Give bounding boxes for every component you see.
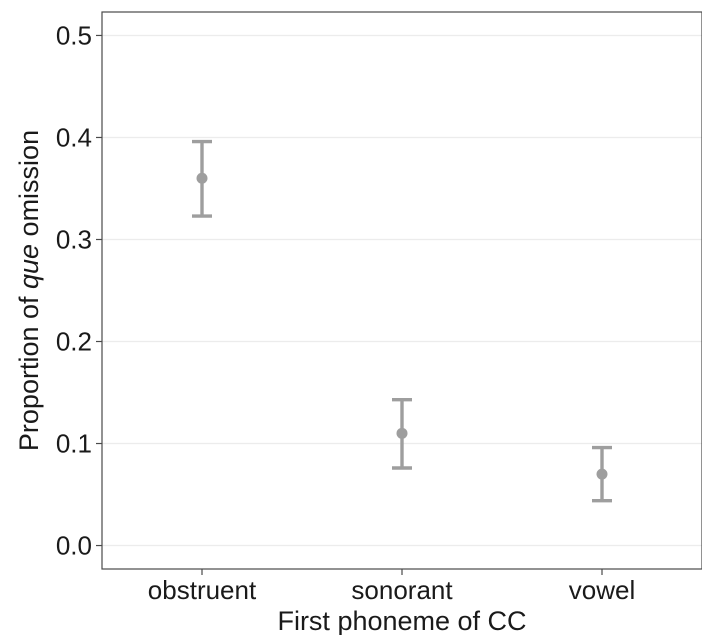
y-tick-label: 0.4 (56, 122, 92, 152)
y-tick-label: 0.3 (56, 224, 92, 254)
data-point (397, 428, 408, 439)
x-tick-label: vowel (569, 575, 635, 605)
y-tick-label: 0.1 (56, 429, 92, 459)
plot-panel (102, 12, 702, 569)
y-axis-title-italic: que (14, 244, 44, 289)
x-axis: obstruent sonorant vowel (148, 569, 635, 605)
data-marks (192, 142, 612, 501)
y-axis-title-part2: omission (14, 130, 44, 244)
y-axis: 0.0 0.1 0.2 0.3 0.4 0.5 (56, 20, 102, 560)
y-tick-label: 0.0 (56, 531, 92, 561)
y-tick-label: 0.5 (56, 20, 92, 50)
x-axis-title: First phoneme of CC (277, 606, 526, 635)
data-point (197, 173, 208, 184)
x-tick-label: sonorant (351, 575, 453, 605)
x-tick-label: obstruent (148, 575, 257, 605)
y-tick-label: 0.2 (56, 327, 92, 357)
data-point (597, 469, 608, 480)
y-axis-title: Proportion of que omission (14, 130, 44, 451)
y-axis-title-part1: Proportion of (14, 289, 44, 451)
